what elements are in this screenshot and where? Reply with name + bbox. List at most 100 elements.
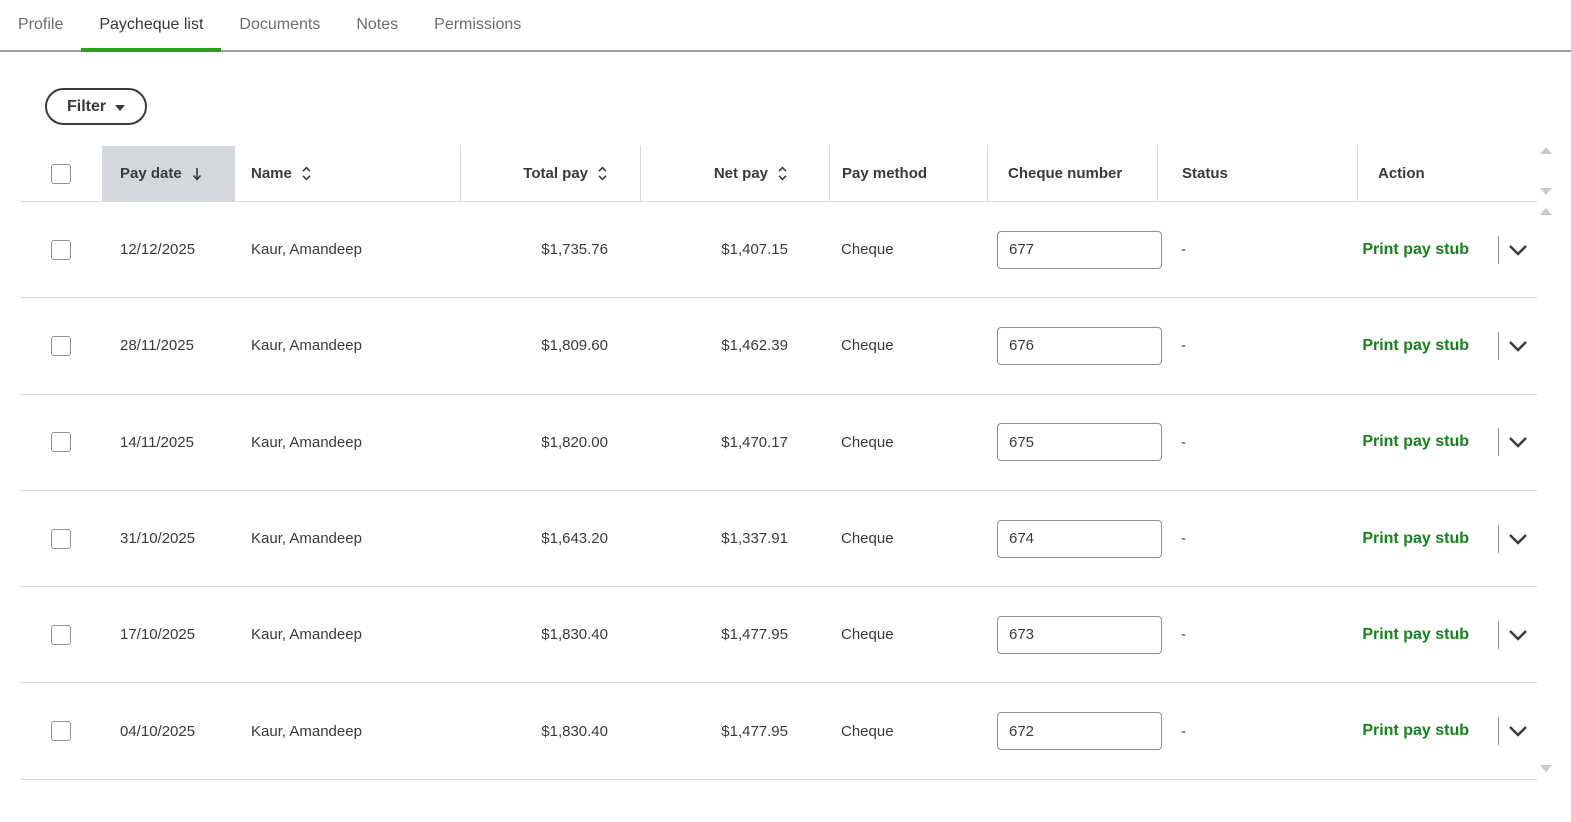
row-checkbox[interactable] bbox=[51, 624, 71, 645]
scroll-up-icon[interactable] bbox=[1540, 208, 1552, 215]
name-cell: Kaur, Amandeep bbox=[235, 587, 460, 682]
total-pay-cell: $1,820.00 bbox=[460, 395, 640, 490]
status-cell: - bbox=[1157, 298, 1357, 393]
action-divider bbox=[1498, 331, 1499, 360]
status-cell: - bbox=[1157, 491, 1357, 586]
row-actions-menu-button[interactable] bbox=[1506, 527, 1530, 551]
cheque-number-cell bbox=[987, 491, 1162, 586]
name-cell: Kaur, Amandeep bbox=[235, 298, 460, 393]
header-cheque-number: Cheque number bbox=[987, 146, 1157, 201]
action-cell: Print pay stub bbox=[1357, 587, 1537, 682]
header-pay-date[interactable]: Pay date bbox=[102, 146, 235, 201]
total-pay-value: $1,830.40 bbox=[541, 722, 608, 740]
name-value: Kaur, Amandeep bbox=[251, 722, 362, 740]
tab-paycheque-list[interactable]: Paycheque list bbox=[81, 0, 222, 52]
row-checkbox[interactable] bbox=[51, 528, 71, 549]
net-pay-value: $1,470.17 bbox=[721, 433, 788, 451]
row-select-cell bbox=[20, 202, 102, 297]
header-name[interactable]: Name bbox=[235, 146, 460, 201]
row-select-cell bbox=[20, 395, 102, 490]
row-actions-menu-button[interactable] bbox=[1506, 623, 1530, 647]
pay-date-value: 14/11/2025 bbox=[120, 433, 194, 451]
header-status: Status bbox=[1157, 146, 1357, 201]
cheque-number-cell bbox=[987, 395, 1162, 490]
net-pay-value: $1,337.91 bbox=[721, 530, 788, 548]
net-pay-cell: $1,477.95 bbox=[640, 683, 829, 778]
cheque-number-input[interactable] bbox=[997, 230, 1162, 269]
header-total-pay[interactable]: Total pay bbox=[460, 146, 640, 201]
scroll-down-icon[interactable] bbox=[1540, 765, 1552, 772]
status-cell: - bbox=[1157, 395, 1357, 490]
print-pay-stub-link[interactable]: Print pay stub bbox=[1362, 433, 1469, 451]
pay-method-cell: Cheque bbox=[829, 202, 987, 297]
row-checkbox[interactable] bbox=[51, 432, 71, 453]
action-cell: Print pay stub bbox=[1357, 683, 1537, 778]
select-all-checkbox[interactable] bbox=[51, 163, 71, 184]
tab-bar: Profile Paycheque list Documents Notes P… bbox=[0, 0, 1571, 52]
row-select-cell bbox=[20, 683, 102, 778]
pay-method-value: Cheque bbox=[841, 530, 894, 548]
header-select-all bbox=[20, 146, 102, 201]
tab-permissions[interactable]: Permissions bbox=[434, 16, 522, 33]
row-checkbox[interactable] bbox=[51, 335, 71, 356]
cheque-number-input[interactable] bbox=[997, 519, 1162, 558]
cheque-number-input[interactable] bbox=[997, 712, 1162, 751]
cheque-number-input[interactable] bbox=[997, 326, 1162, 365]
status-cell: - bbox=[1157, 587, 1357, 682]
row-actions-menu-button[interactable] bbox=[1506, 430, 1530, 454]
action-cell: Print pay stub bbox=[1357, 202, 1537, 297]
net-pay-cell: $1,407.15 bbox=[640, 202, 829, 297]
header-status-label: Status bbox=[1182, 165, 1228, 182]
action-divider bbox=[1498, 620, 1499, 649]
total-pay-cell: $1,643.20 bbox=[460, 491, 640, 586]
total-pay-value: $1,809.60 bbox=[541, 337, 608, 355]
total-pay-value: $1,643.20 bbox=[541, 530, 608, 548]
pay-method-cell: Cheque bbox=[829, 683, 987, 778]
pay-date-cell: 04/10/2025 bbox=[102, 683, 235, 778]
table-row: 17/10/2025 Kaur, Amandeep $1,830.40 $1,4… bbox=[20, 587, 1537, 684]
pay-method-value: Cheque bbox=[841, 241, 894, 259]
print-pay-stub-link[interactable]: Print pay stub bbox=[1362, 529, 1469, 547]
status-value: - bbox=[1181, 337, 1186, 355]
print-pay-stub-link[interactable]: Print pay stub bbox=[1362, 722, 1469, 740]
total-pay-cell: $1,735.76 bbox=[460, 202, 640, 297]
table-row: 04/10/2025 Kaur, Amandeep $1,830.40 $1,4… bbox=[20, 683, 1537, 780]
tab-notes[interactable]: Notes bbox=[356, 16, 399, 33]
table-row: 31/10/2025 Kaur, Amandeep $1,643.20 $1,3… bbox=[20, 491, 1537, 588]
pay-method-value: Cheque bbox=[841, 337, 894, 355]
paycheque-table: Pay date Name Total pay Net pay Pay meth… bbox=[20, 146, 1537, 780]
print-pay-stub-link[interactable]: Print pay stub bbox=[1362, 625, 1469, 643]
filter-button[interactable]: Filter bbox=[45, 88, 148, 125]
tab-documents[interactable]: Documents bbox=[239, 16, 321, 33]
total-pay-value: $1,735.76 bbox=[541, 241, 608, 259]
caret-down-icon bbox=[115, 104, 126, 111]
row-checkbox[interactable] bbox=[51, 721, 71, 742]
name-cell: Kaur, Amandeep bbox=[235, 683, 460, 778]
status-value: - bbox=[1181, 433, 1186, 451]
pay-method-cell: Cheque bbox=[829, 491, 987, 586]
header-net-pay[interactable]: Net pay bbox=[640, 146, 829, 201]
row-actions-menu-button[interactable] bbox=[1506, 719, 1530, 743]
row-checkbox[interactable] bbox=[51, 239, 71, 260]
net-pay-value: $1,407.15 bbox=[721, 241, 788, 259]
print-pay-stub-link[interactable]: Print pay stub bbox=[1362, 336, 1469, 354]
net-pay-cell: $1,477.95 bbox=[640, 587, 829, 682]
pay-date-value: 28/11/2025 bbox=[120, 337, 194, 355]
cheque-number-input[interactable] bbox=[997, 615, 1162, 654]
filter-button-label: Filter bbox=[67, 97, 107, 115]
scroll-up-icon[interactable] bbox=[1540, 147, 1552, 154]
header-total-pay-label: Total pay bbox=[523, 165, 588, 182]
pay-date-cell: 12/12/2025 bbox=[102, 202, 235, 297]
total-pay-value: $1,820.00 bbox=[541, 433, 608, 451]
chevron-down-icon bbox=[1509, 726, 1527, 737]
row-actions-menu-button[interactable] bbox=[1506, 334, 1530, 358]
header-net-pay-label: Net pay bbox=[713, 165, 768, 182]
cheque-number-input[interactable] bbox=[997, 423, 1162, 462]
row-actions-menu-button[interactable] bbox=[1506, 238, 1530, 262]
print-pay-stub-link[interactable]: Print pay stub bbox=[1362, 240, 1469, 258]
status-cell: - bbox=[1157, 202, 1357, 297]
scroll-down-icon[interactable] bbox=[1540, 188, 1552, 195]
cheque-number-cell bbox=[987, 298, 1162, 393]
tab-profile[interactable]: Profile bbox=[18, 16, 64, 33]
header-action-label: Action bbox=[1378, 165, 1425, 182]
